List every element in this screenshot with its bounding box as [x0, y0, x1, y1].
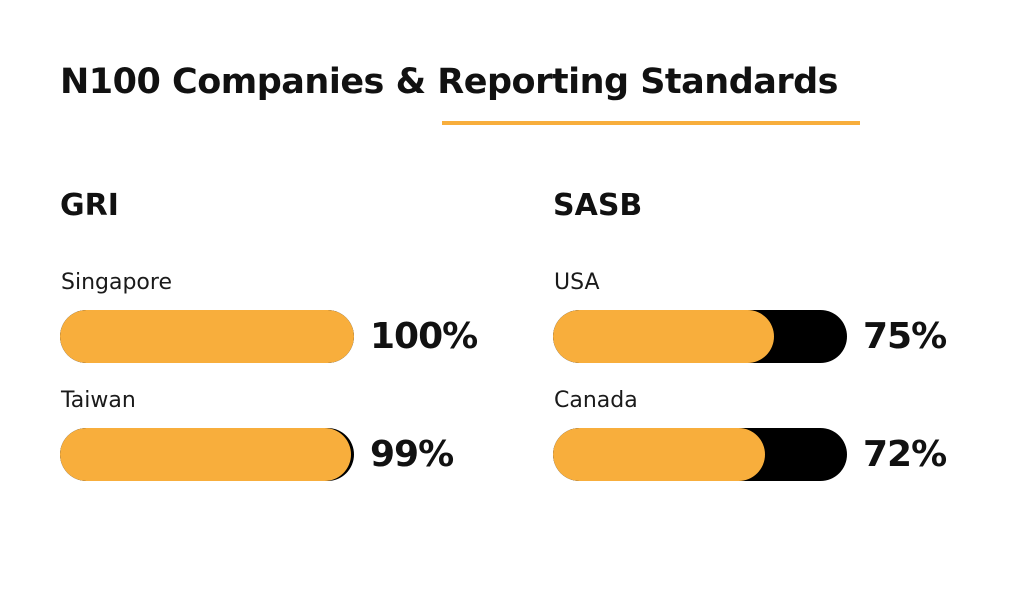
bar-label-usa: USA	[554, 270, 600, 295]
bar-track-singapore	[60, 310, 354, 363]
bar-value-usa: 75%	[863, 316, 947, 357]
bar-track-taiwan	[60, 428, 354, 481]
bar-fill-singapore	[60, 310, 354, 363]
chart-title: N100 Companies & Reporting Standards	[60, 62, 839, 102]
bar-track-canada	[553, 428, 847, 481]
gri-heading: GRI	[60, 188, 119, 223]
bar-item-usa: USA 75%	[553, 270, 973, 380]
bar-fill-taiwan	[60, 428, 352, 481]
bar-item-taiwan: Taiwan 99%	[60, 388, 480, 498]
bar-label-canada: Canada	[554, 388, 638, 413]
bar-label-singapore: Singapore	[61, 270, 172, 295]
bar-item-canada: Canada 72%	[553, 388, 973, 498]
bar-value-singapore: 100%	[370, 316, 478, 357]
sasb-heading: SASB	[553, 188, 643, 223]
bar-fill-usa	[553, 310, 774, 363]
sasb-panel: SASB USA 75% Canada 72%	[553, 190, 973, 520]
bar-track-usa	[553, 310, 847, 363]
bar-label-taiwan: Taiwan	[61, 388, 136, 413]
gri-panel: GRI Singapore 100% Taiwan 99%	[60, 190, 480, 520]
bar-value-taiwan: 99%	[370, 434, 454, 475]
bar-fill-canada	[553, 428, 765, 481]
bar-value-canada: 72%	[863, 434, 947, 475]
title-underline	[442, 121, 860, 125]
bar-item-singapore: Singapore 100%	[60, 270, 480, 380]
